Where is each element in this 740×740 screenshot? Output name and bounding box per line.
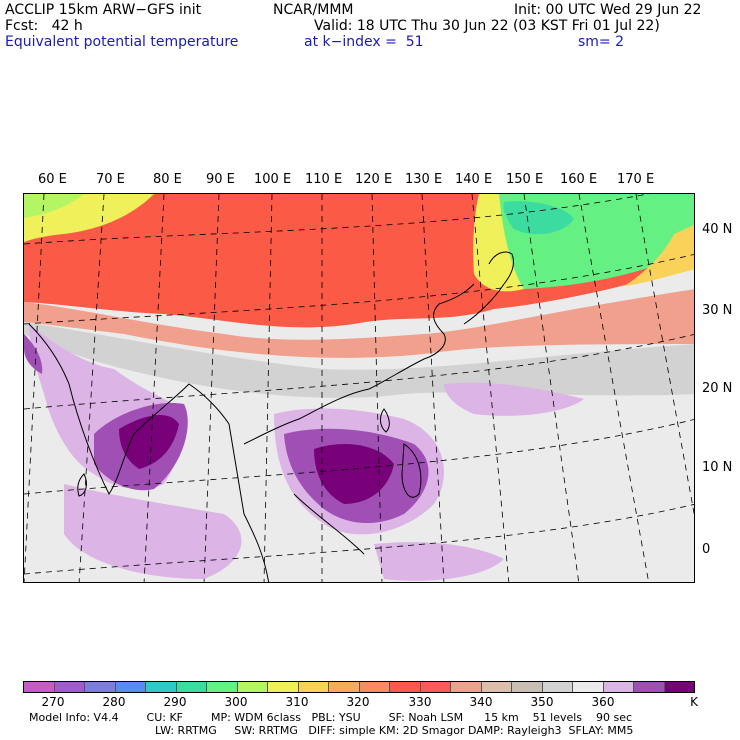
lon-label: 140 E — [455, 172, 493, 187]
yellow-edge-ne — [624, 224, 694, 286]
scs-core-region — [314, 444, 394, 504]
pacific-moist-patch — [444, 382, 584, 416]
colorbar-swatch — [664, 682, 694, 692]
smoothing-label: sm= 2 — [578, 34, 625, 50]
lon-label: 100 E — [254, 172, 292, 187]
colorbar-swatch — [24, 682, 55, 692]
colorbar-unit: K — [690, 695, 698, 709]
colorbar-swatch — [176, 682, 207, 692]
colorbar-tick: 300 — [224, 695, 248, 709]
indian-ocean-patch — [64, 484, 242, 579]
colorbar-swatch — [451, 682, 482, 692]
colorbar-swatch — [573, 682, 604, 692]
arabian-edge-region — [24, 334, 43, 374]
colorbar-tick: 290 — [163, 695, 187, 709]
valid-time: Valid: 18 UTC Thu 30 Jun 22 (03 KST Fri … — [314, 18, 660, 34]
colorbar-swatch — [420, 682, 451, 692]
colorbar-swatch — [85, 682, 116, 692]
colorbar-swatch — [481, 682, 512, 692]
cool-corner-nw-inner — [24, 194, 84, 218]
colorbar-tick: 310 — [285, 695, 309, 709]
lon-label: 110 E — [305, 172, 343, 187]
lat-label: 10 N — [702, 460, 733, 475]
colorbar-tick: 340 — [469, 695, 493, 709]
colorbar-swatch — [542, 682, 573, 692]
colorbar-swatch — [603, 682, 634, 692]
colorbar-tick: 270 — [41, 695, 65, 709]
model-info-line2: LW: RRTMG SW: RRTMG DIFF: simple KM: 2D … — [155, 724, 634, 737]
colorbar-tick: 280 — [102, 695, 126, 709]
colorbar-tick: 320 — [346, 695, 370, 709]
colorbar-swatch — [146, 682, 177, 692]
colorbar-swatch — [359, 682, 390, 692]
lon-label: 60 E — [38, 172, 67, 187]
india-core-region — [119, 414, 179, 469]
lon-label: 160 E — [560, 172, 598, 187]
lon-label: 130 E — [405, 172, 443, 187]
lon-label: 170 E — [617, 172, 655, 187]
colorbar-swatch — [268, 682, 299, 692]
lon-label: 90 E — [206, 172, 235, 187]
forecast-hour: Fcst: 42 h — [5, 18, 83, 34]
field-name: Equivalent potential temperature — [5, 34, 239, 50]
lon-label: 80 E — [153, 172, 182, 187]
colorbar-swatch — [237, 682, 268, 692]
grey-band-region — [24, 322, 694, 398]
yellow-strip-ne — [473, 194, 524, 292]
colorbar-swatch — [298, 682, 329, 692]
theta-e-map — [23, 193, 695, 583]
level-index: at k−index = 51 — [304, 34, 424, 50]
coastlines — [28, 251, 515, 582]
lat-label: 20 N — [702, 381, 733, 396]
institution-label: NCAR/MMM — [273, 2, 354, 18]
init-time: Init: 00 UTC Wed 29 Jun 22 — [514, 2, 702, 18]
colorbar-tick: 330 — [408, 695, 432, 709]
colorbar-tick: 350 — [530, 695, 554, 709]
moderate-band-region — [24, 289, 694, 358]
model-info-line1: Model Info: V4.4 CU: KF MP: WDM 6class P… — [29, 711, 633, 724]
equatorial-patch — [374, 542, 504, 581]
lat-label: 0 — [702, 542, 711, 557]
colorbar-swatch — [512, 682, 543, 692]
lon-label: 150 E — [506, 172, 544, 187]
lon-label: 70 E — [96, 172, 125, 187]
colorbar-swatch — [634, 682, 665, 692]
colorbar-swatch — [54, 682, 85, 692]
colorbar-swatch — [115, 682, 146, 692]
lon-label: 120 E — [355, 172, 393, 187]
teal-core-ne — [503, 201, 574, 235]
lat-label: 40 N — [702, 222, 733, 237]
colorbar-swatch — [390, 682, 421, 692]
colorbar — [23, 681, 695, 693]
model-title: ACCLIP 15km ARW−GFS init — [5, 2, 202, 18]
colorbar-swatch — [329, 682, 360, 692]
colorbar-swatch — [207, 682, 238, 692]
lat-label: 30 N — [702, 303, 733, 318]
colorbar-tick: 360 — [591, 695, 615, 709]
